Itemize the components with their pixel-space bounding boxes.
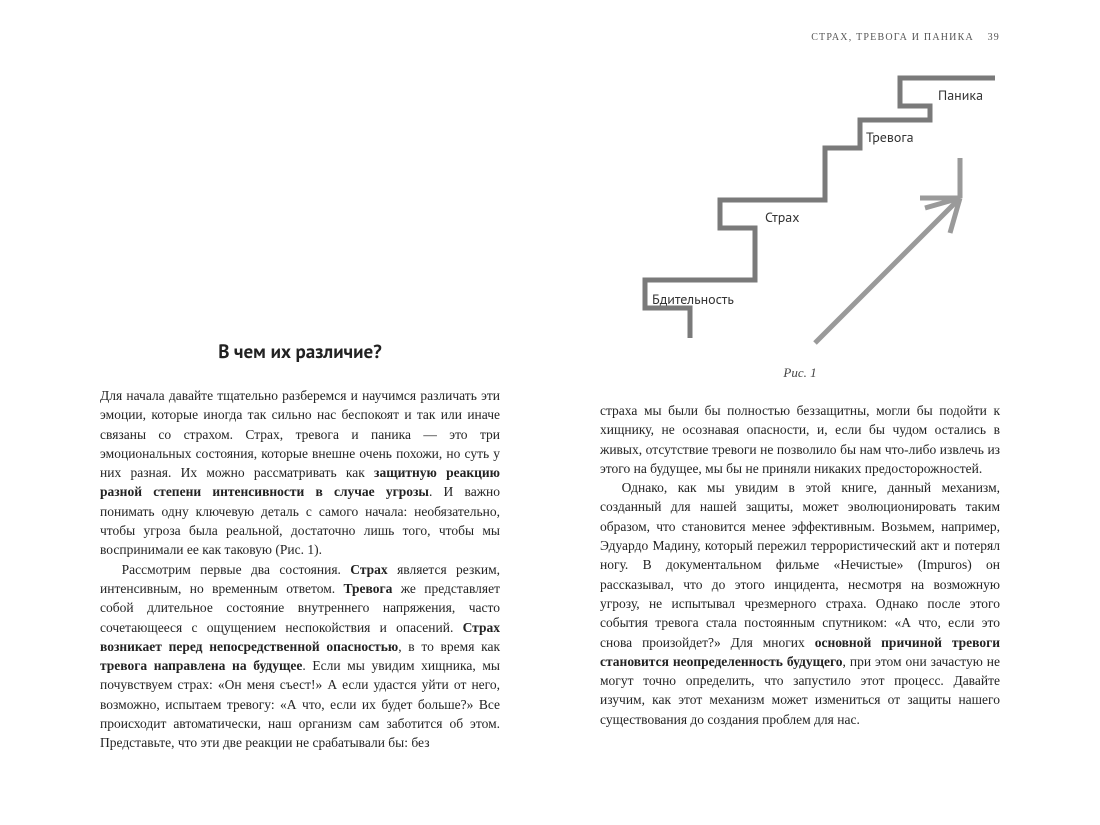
section-heading: В чем их различие? <box>100 340 500 364</box>
arrow-head <box>920 158 960 233</box>
staircase-svg <box>600 68 1000 353</box>
bold-span: Страх <box>350 562 387 577</box>
right-body: страха мы были бы полностью беззащитны, … <box>600 401 1000 729</box>
bold-span: защитную реакцию разной степени интенсив… <box>100 465 500 499</box>
bold-span: Страх возникает перед непосредственной о… <box>100 620 500 654</box>
paragraph: страха мы были бы полностью беззащитны, … <box>600 401 1000 478</box>
paragraph: Для начала давайте тщательно разберемся … <box>100 386 500 560</box>
bold-span: Тревога <box>344 581 393 596</box>
bold-span: тревога направлена на будущее <box>100 658 302 673</box>
running-title: СТРАХ, ТРЕВОГА И ПАНИКА <box>811 32 974 43</box>
bold-span: основной причиной тревоги становится нео… <box>600 635 1000 669</box>
page-right: СТРАХ, ТРЕВОГА И ПАНИКА 39 Бдительность С… <box>550 0 1100 825</box>
step-label: Бдительность <box>652 290 734 308</box>
paragraph: Однако, как мы увидим в этой книге, данн… <box>600 478 1000 729</box>
step-label: Паника <box>938 86 983 104</box>
left-body: Для начала давайте тщательно разберемся … <box>100 386 500 753</box>
running-head: СТРАХ, ТРЕВОГА И ПАНИКА 39 <box>811 32 1000 43</box>
page-number: 39 <box>988 32 1000 43</box>
staircase-figure: Бдительность Страх Тревога Паника <box>600 68 1000 353</box>
arrow-line <box>815 198 960 343</box>
step-label: Страх <box>765 208 799 226</box>
page-spread: В чем их различие? Для начала давайте тщ… <box>0 0 1100 825</box>
step-label: Тревога <box>866 128 914 146</box>
page-left: В чем их различие? Для начала давайте тщ… <box>0 0 550 825</box>
figure-caption: Рис. 1 <box>600 365 1000 381</box>
paragraph: Рассмотрим первые два состояния. Страх я… <box>100 560 500 753</box>
